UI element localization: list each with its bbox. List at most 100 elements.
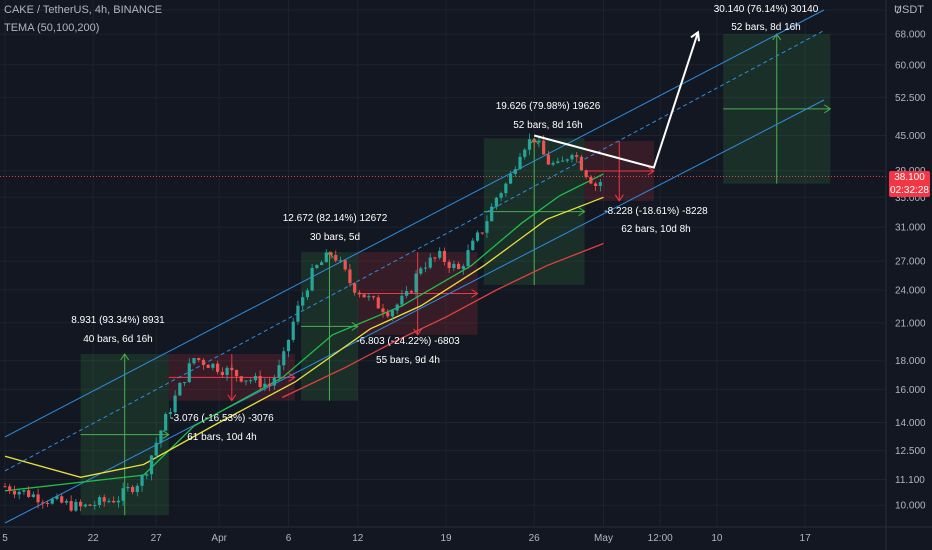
measure-label-bars: 62 bars, 10d 8h xyxy=(621,224,691,235)
candle-body xyxy=(518,156,522,170)
candle-body xyxy=(551,162,555,165)
candle-body xyxy=(83,504,87,507)
candle-body xyxy=(130,486,135,493)
candle-body xyxy=(116,500,120,503)
candle-body xyxy=(527,139,532,150)
candle-body xyxy=(319,262,324,266)
candle-body xyxy=(537,140,541,143)
channel-mid-line xyxy=(4,30,825,472)
candle-body xyxy=(192,358,196,364)
candle-body xyxy=(499,193,503,198)
candle-body xyxy=(178,382,182,396)
y-tick-label: 16.000 xyxy=(895,385,926,396)
candle-body xyxy=(579,156,584,171)
candle-body xyxy=(197,358,201,360)
candle-body xyxy=(381,308,385,313)
candle-body xyxy=(135,485,139,493)
y-tick-label: 24.000 xyxy=(895,286,926,297)
candle-body xyxy=(263,383,267,387)
candle-body xyxy=(348,269,352,284)
projection-path[interactable] xyxy=(533,30,700,169)
candle-body xyxy=(102,497,106,502)
candle-body xyxy=(400,295,404,305)
candle-body xyxy=(211,363,215,368)
x-tick-label: 17 xyxy=(800,533,812,544)
candle-body xyxy=(282,351,286,366)
candle-body xyxy=(575,155,579,157)
candle-body xyxy=(93,505,97,507)
candle-body xyxy=(546,154,550,165)
candle-body xyxy=(447,261,451,269)
candle-body xyxy=(475,232,480,241)
y-tick-label: 21.000 xyxy=(895,318,926,329)
candle-body xyxy=(126,486,130,489)
candle-body xyxy=(409,291,413,293)
candle-body xyxy=(490,206,494,222)
candle-body xyxy=(69,500,73,511)
candle-body xyxy=(112,500,116,503)
box-arrow-head xyxy=(162,430,170,440)
currency-label[interactable]: USDT xyxy=(894,4,924,16)
y-tick-label: 18.000 xyxy=(895,356,926,367)
time-axis[interactable]: 5 22 27 Apr 6 12 19 26 May 12:00 10 17 xyxy=(0,526,932,544)
box-arrow-head xyxy=(413,328,423,336)
measure-label-change: 12.672 (82.14%) 12672 xyxy=(283,213,388,224)
candle-body xyxy=(140,475,144,486)
projection-arrow-head xyxy=(690,30,700,42)
measure-label-change: 8.931 (93.34%) 8931 xyxy=(71,315,165,326)
candle-body xyxy=(405,291,409,296)
indicator-legend[interactable]: TEMA (50,100,200) xyxy=(4,22,100,34)
box-arrow-head xyxy=(578,207,586,217)
candle-body xyxy=(598,182,602,186)
candle-body xyxy=(338,260,343,262)
candle-body xyxy=(560,160,565,162)
tema-line-3 xyxy=(281,242,604,399)
x-tick-label: May xyxy=(594,533,613,544)
candle-body xyxy=(542,140,546,155)
y-tick-label: 60.000 xyxy=(895,60,926,71)
candle-body xyxy=(168,412,172,414)
candle-body xyxy=(353,283,357,293)
candle-body xyxy=(371,296,376,298)
candle-body xyxy=(485,221,489,233)
candle-body xyxy=(452,263,456,269)
bar-countdown: 02:32:28 xyxy=(890,185,929,196)
y-tick-label: 14.000 xyxy=(895,418,926,429)
candle-body xyxy=(60,496,64,503)
candles xyxy=(3,133,602,513)
measure-label-bars: 52 bars, 8d 16h xyxy=(513,120,583,131)
measure-label-bars: 52 bars, 8d 16h xyxy=(731,22,801,33)
candle-body xyxy=(173,395,177,413)
x-tick-label: 5 xyxy=(2,533,8,544)
x-tick-label: 26 xyxy=(529,533,541,544)
candle-body xyxy=(225,367,229,375)
tema-line-2 xyxy=(4,196,604,478)
channel-lower-line xyxy=(4,99,825,524)
candle-body xyxy=(513,169,517,174)
candle-body xyxy=(367,296,371,298)
measure-label-bars: 55 bars, 9d 4h xyxy=(376,355,440,366)
candle-body xyxy=(36,494,40,503)
box-arrow-head xyxy=(227,394,237,402)
candle-body xyxy=(206,364,210,368)
last-price-value: 38.100 xyxy=(894,172,925,183)
candle-body xyxy=(532,139,536,143)
measure-label-change: -6.803 (-24.22%) -6803 xyxy=(356,336,460,347)
tema-lines xyxy=(4,173,604,492)
parallel-channel[interactable] xyxy=(4,9,825,524)
candle-body xyxy=(334,254,338,261)
candle-body xyxy=(480,232,484,234)
price-axis[interactable]: 10.000 11.100 12.500 14.000 16.000 18.000 21.0… xyxy=(885,0,926,550)
candle-body xyxy=(594,183,598,186)
candle-body xyxy=(442,250,447,262)
candle-body xyxy=(390,310,395,317)
projection-line xyxy=(533,31,699,169)
candle-body xyxy=(64,500,69,503)
candle-body xyxy=(154,442,158,456)
candle-body xyxy=(239,376,243,382)
candle-body xyxy=(291,321,295,340)
channel-upper-line xyxy=(4,9,825,438)
candle-body xyxy=(27,490,31,497)
candle-body xyxy=(565,159,569,161)
